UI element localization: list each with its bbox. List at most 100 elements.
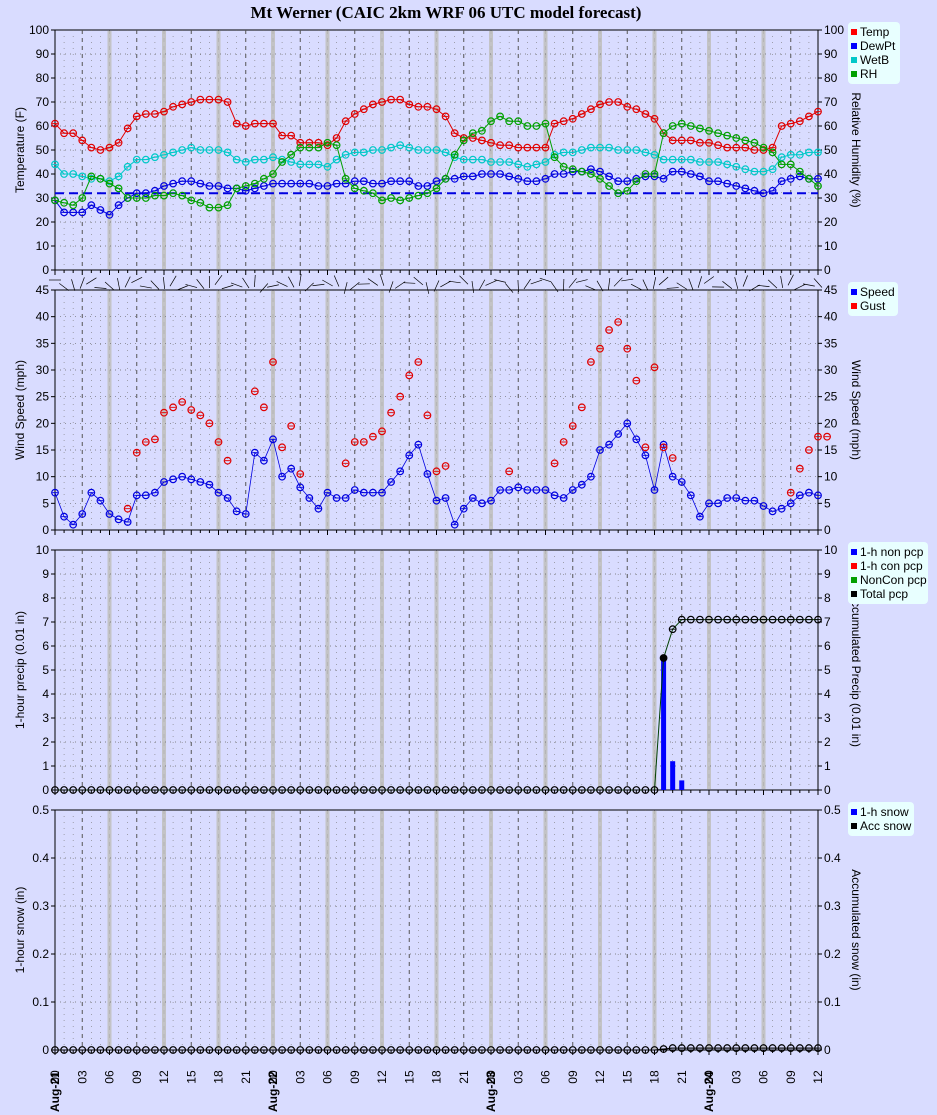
point-total-pcp [114,786,123,794]
point-speed [250,448,259,457]
point-total-pcp [723,615,732,624]
legend-entry: DewPt [860,39,896,53]
point-total-pcp [650,786,659,794]
point-acc-snow [423,1046,432,1054]
point-dewpt [332,179,341,188]
wind-arrow [530,279,543,285]
point-speed [496,486,504,494]
point-wetb [795,150,804,159]
point-speed [314,504,323,513]
point-gust [214,438,223,446]
point-acc-snow [141,1046,150,1054]
wind-arrow [71,279,76,291]
wind-arrow [448,280,461,284]
point-temp [650,114,659,123]
wind-arrow [749,284,760,292]
ytick-label: 40 [36,310,50,324]
point-rh [96,174,105,183]
point-total-pcp [151,786,159,794]
point-speed [160,478,168,486]
point-rh [605,182,613,190]
day-label: Aug-23 [484,1071,498,1112]
ytick-label-right: 0.5 [824,803,841,817]
point-wetb [659,155,668,164]
point-speed [677,478,686,486]
point-gust [296,470,305,478]
legend-swatch [851,43,857,49]
point-rh [496,112,504,121]
legend-entry: NonCon pcp [860,573,927,587]
point-temp [178,100,187,109]
time-band [271,811,275,1049]
point-speed [278,472,286,481]
point-rh [87,172,96,181]
ytick-label: 10 [36,470,50,484]
time-band [325,811,330,1049]
point-speed [478,499,486,508]
wind-arrow [79,277,85,289]
point-temp [169,102,177,111]
point-speed [541,486,550,494]
point-wetb [214,146,223,154]
point-acc-snow [714,1044,722,1052]
point-speed [205,480,214,489]
point-speed [96,496,105,505]
point-total-pcp [69,786,78,794]
point-temp [223,98,232,106]
point-temp [123,124,132,133]
xtick-label: 06 [757,1070,771,1084]
point-total-pcp [250,786,259,794]
point-total-pcp [523,786,532,794]
point-speed [187,475,196,484]
point-dewpt [314,182,323,190]
time-band [325,551,330,789]
point-temp [805,112,813,121]
point-rh [250,179,259,188]
ytick-label: 100 [29,23,49,37]
point-wetb [723,160,732,169]
point-total-pcp [505,786,514,794]
wind-arrow [440,280,452,288]
point-speed [668,472,677,481]
point-acc-snow [105,1046,114,1054]
wind-arrow [517,279,519,293]
point-gust [641,443,650,452]
point-total-pcp [741,615,750,624]
point-rh [387,194,395,202]
point-total-pcp [587,786,595,794]
point-wetb [587,143,595,152]
time-band [271,291,275,529]
point-speed [141,491,150,500]
ytick-label: 9 [42,567,49,581]
xtick-label: 00 [48,1070,62,1084]
point-rh [478,126,486,135]
ytick-label: 10 [36,239,50,253]
time-band [162,811,166,1049]
xtick-label: 21 [675,1070,689,1084]
point-rh [487,117,495,126]
point-temp [550,119,559,128]
point-wetb [759,167,768,176]
point-wetb [260,155,268,164]
wind-arrow [333,275,340,287]
day-label: Aug-24 [702,1071,716,1112]
point-gust [668,454,677,462]
point-wetb [51,160,59,169]
point-acc-snow [160,1046,168,1054]
point-acc-snow [814,1044,822,1052]
ytick-label-right: 5 [824,496,831,510]
point-dewpt [187,177,196,186]
point-speed [568,486,577,494]
wind-arrow [267,284,279,288]
wind-arrow [349,281,360,291]
series-speed [51,419,822,529]
point-acc-snow [650,1046,659,1054]
point-rh [705,126,713,135]
point-temp [278,131,286,140]
point-temp [423,102,432,111]
time-band [652,811,657,1049]
point-acc-snow [568,1046,577,1054]
point-gust [614,318,623,326]
point-acc-snow [314,1046,323,1054]
